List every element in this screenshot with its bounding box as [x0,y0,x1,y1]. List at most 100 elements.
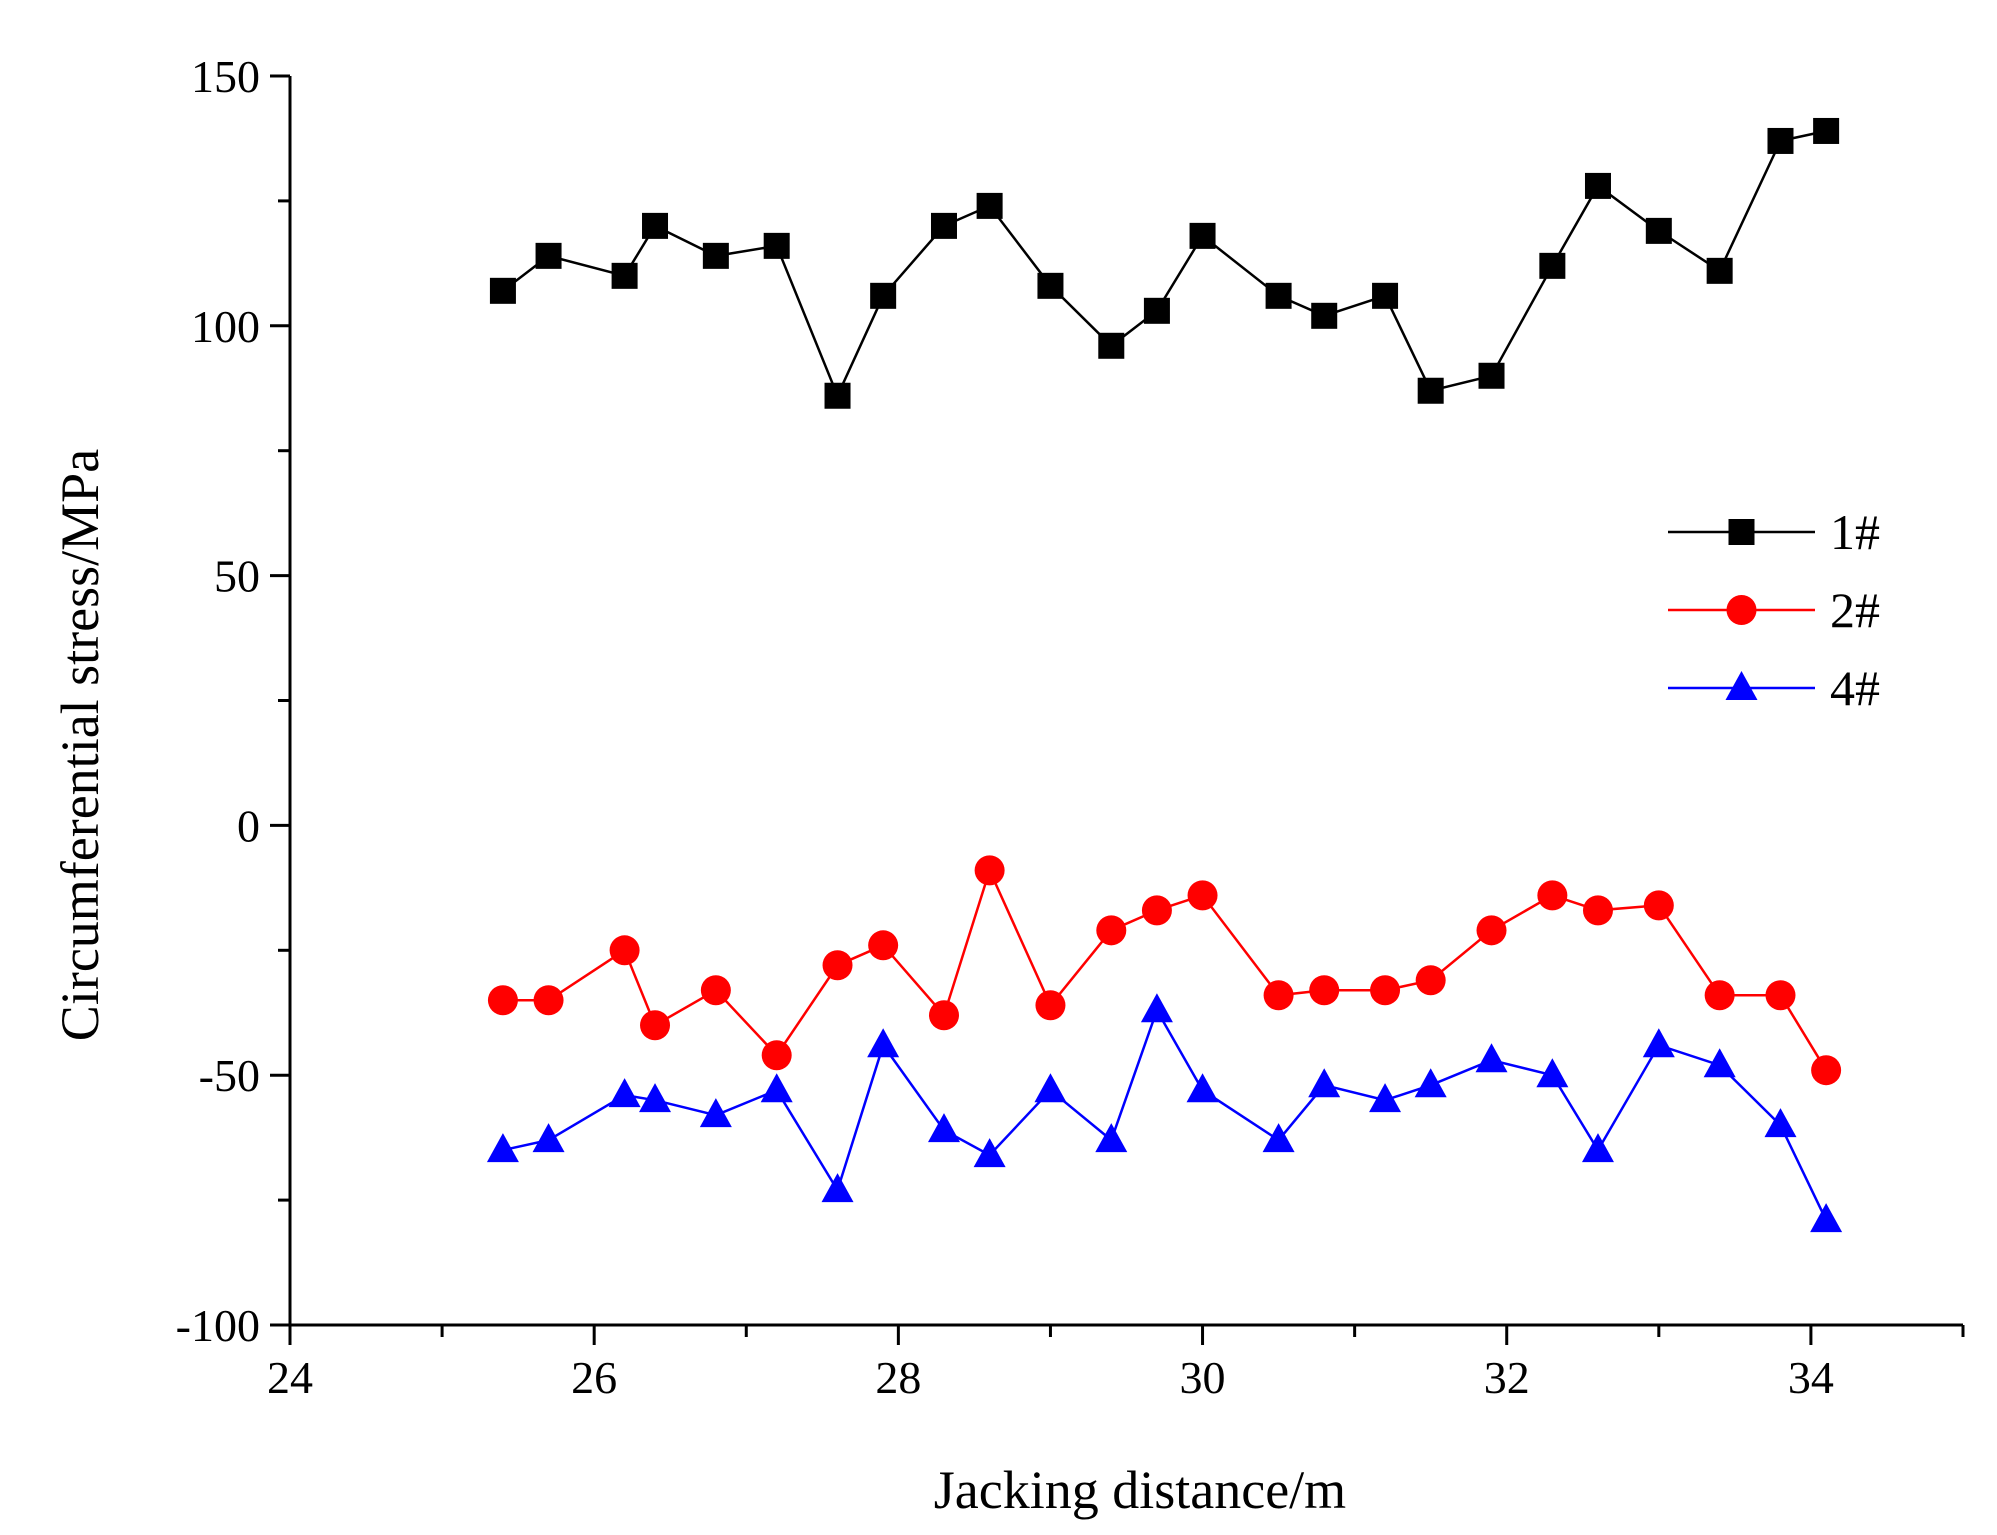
series-2-point [1811,1055,1842,1086]
series-4-point [699,1098,732,1128]
y-tick-label: 0 [237,800,260,851]
y-axis-title: Circumferential stress/MPa [50,449,110,1041]
legend-marker [1728,519,1755,545]
series-4-point [1764,1108,1797,1138]
series-2-point [1096,915,1127,946]
legend-label: 2# [1830,582,1880,638]
series-4-point [1810,1203,1843,1233]
series-1-point [702,242,729,269]
series-2 [487,855,1842,1086]
series-1-point [1813,117,1840,144]
series-2-point [1476,915,1507,946]
series-2-point [1765,980,1796,1011]
series-4-point [1475,1043,1508,1073]
series-2-point [1537,880,1568,911]
x-tick-label: 30 [1180,1352,1226,1403]
x-axis-title: Jacking distance/m [934,1460,1346,1520]
series-1-point [1706,257,1733,284]
series-1-point [1417,377,1444,404]
series-4-point [486,1133,519,1163]
series-1-point [1645,217,1672,244]
series-2-point [974,855,1005,886]
series-1-point [763,232,790,259]
y-tick-label: -50 [199,1050,260,1101]
series-2-point [1187,880,1218,911]
legend-marker [1725,671,1758,700]
legend-label: 4# [1830,660,1880,716]
series-1-line [502,129,1827,399]
series-1-point [1265,282,1292,309]
series-4-point [973,1138,1006,1168]
series-2-point [533,985,564,1016]
series-2-point [487,985,518,1016]
series-1-point [642,212,669,239]
series-4-point [1034,1073,1067,1103]
series-1-point [611,262,638,289]
x-tick-label: 24 [267,1352,313,1403]
series-4-point [867,1028,900,1058]
series-2-point [1704,980,1735,1011]
series-4-point [1536,1058,1569,1088]
legend-item-2: 2# [1668,582,1880,638]
series-1-point [1311,302,1338,329]
series-1-point [824,382,851,409]
series-1-point [976,192,1003,219]
series-4-point [639,1083,672,1113]
series-1-point [535,242,562,269]
x-tick-label: 32 [1484,1352,1530,1403]
series-4-point [1262,1123,1295,1153]
series-4-point [608,1078,641,1108]
series-2-point [928,1000,959,1031]
series-4 [486,993,1843,1233]
series-2-point [640,1010,671,1041]
series-4-point [760,1073,793,1103]
x-tick-label: 26 [571,1352,617,1403]
legend: 1# 2# 4# [1668,504,1880,716]
series-4-point [1186,1073,1219,1103]
legend-marker [1726,595,1757,625]
series-4-point [1703,1048,1736,1078]
series-1-point [1372,282,1399,309]
series-2-point [1035,990,1066,1021]
series-layer [486,117,1843,1233]
series-2-point [1370,975,1401,1006]
series-1-point [1189,222,1216,249]
y-tick-label: 150 [191,51,260,102]
x-tick-label: 28 [875,1352,921,1403]
y-tick-label: 50 [214,551,260,602]
y-tick-label: 100 [191,301,260,352]
series-2-point [1582,895,1613,926]
series-4-point [1308,1068,1341,1098]
series-1-point [870,282,897,309]
series-2-point [609,935,640,966]
series-4-point [1581,1133,1614,1163]
series-4-point [1095,1123,1128,1153]
series-2-point [1415,965,1446,996]
legend-item-1: 1# [1668,504,1880,560]
series-1-point [1584,172,1611,199]
series-4-point [1642,1028,1675,1058]
series-4-point [1414,1068,1447,1098]
series-2-point [868,930,899,961]
x-tick-label: 34 [1788,1352,1834,1403]
series-1-point [1098,332,1125,359]
series-1-point [1143,297,1170,324]
legend-label: 1# [1830,504,1880,560]
series-1-point [930,212,957,239]
series-2-point [1263,980,1294,1011]
series-2-point [700,975,731,1006]
y-tick-label: -100 [176,1300,260,1351]
legend-item-4: 4# [1668,660,1880,716]
series-4-point [821,1173,854,1203]
series-1-point [1767,127,1794,154]
series-4-line [502,1007,1828,1221]
series-2-point [1141,895,1172,926]
axes: 24 26 28 30 32 34 -100 -50 0 50 100 150 [176,51,1965,1403]
series-4-point [1140,993,1173,1023]
series-4-point [927,1113,960,1143]
series-1-point [1478,362,1505,389]
series-1-point [1037,272,1064,299]
series-1-point [1539,252,1566,279]
series-2-point [822,950,853,981]
